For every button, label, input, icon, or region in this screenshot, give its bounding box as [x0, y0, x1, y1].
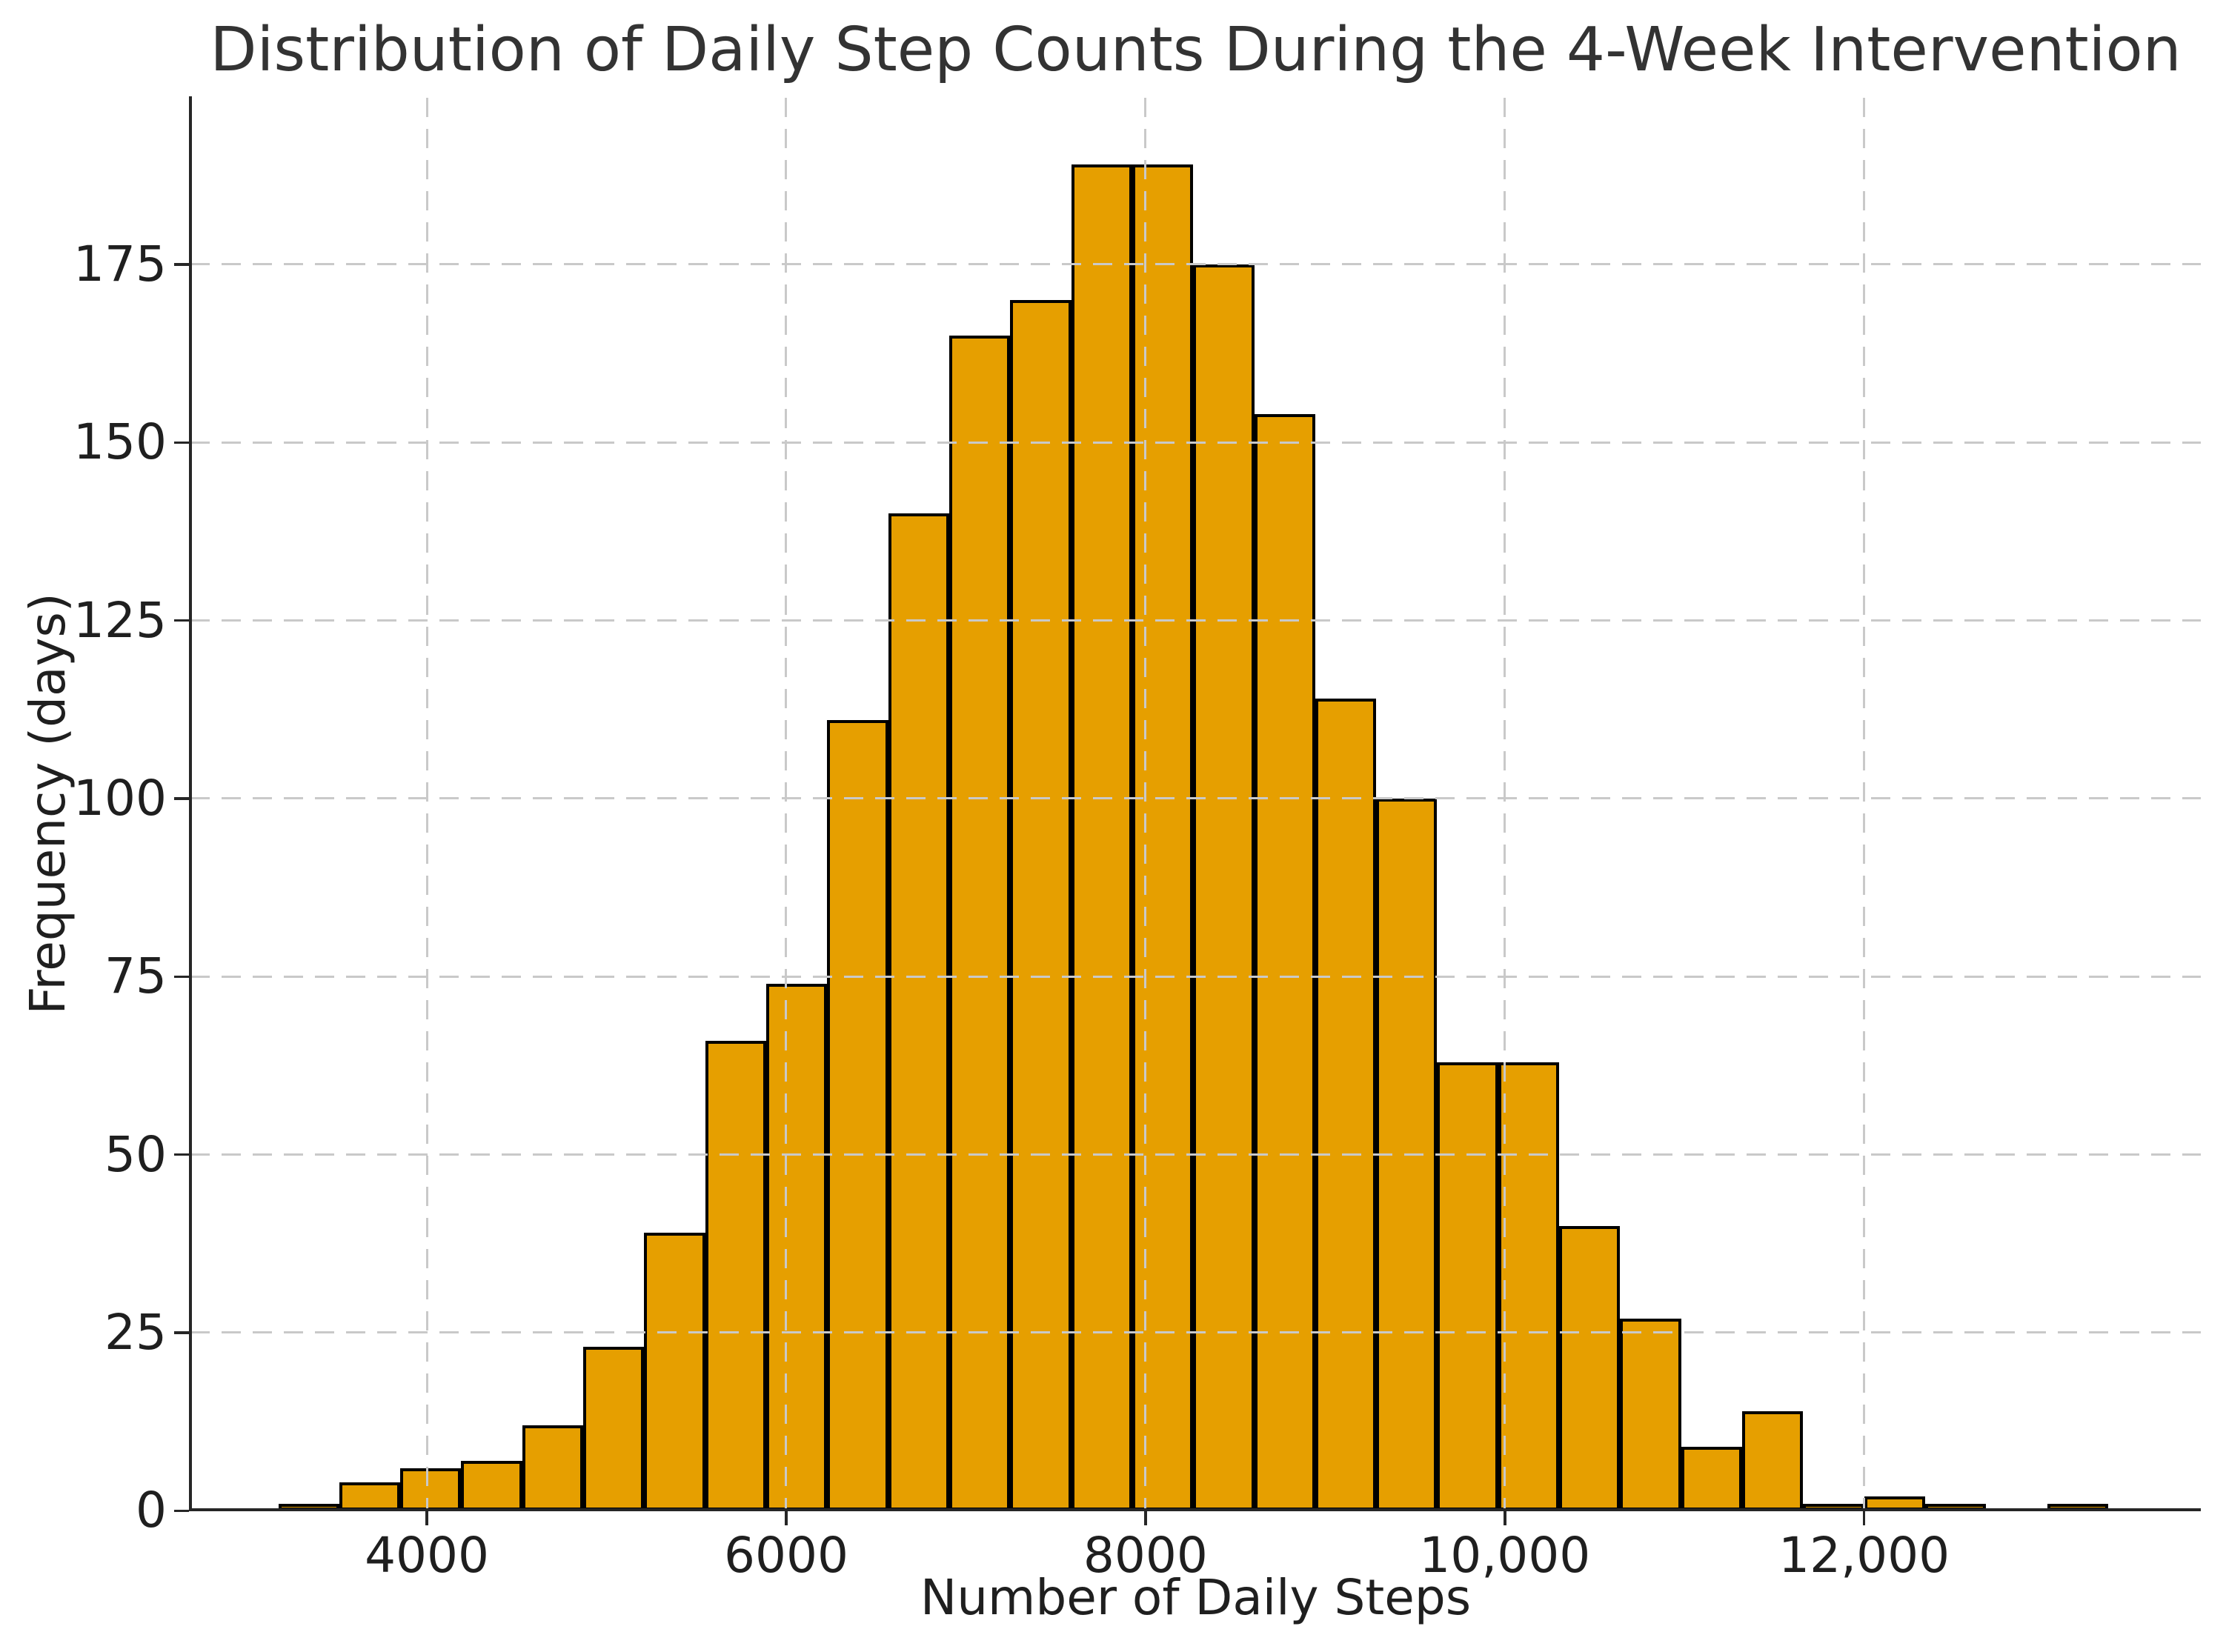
- histogram-bar: [1071, 164, 1132, 1511]
- histogram-bar: [1010, 300, 1072, 1511]
- x-tick-mark-8000: [1144, 1511, 1147, 1526]
- histogram-bar: [1864, 1496, 1925, 1511]
- y-tick-label-25: 25: [104, 1303, 167, 1361]
- x-tick-mark-6000: [785, 1511, 788, 1526]
- histogram-bar: [1803, 1503, 1864, 1511]
- histogram-bar: [1315, 699, 1377, 1511]
- histogram-bar: [400, 1468, 462, 1511]
- histogram-bar: [827, 720, 888, 1511]
- histogram-bar: [644, 1233, 705, 1511]
- histogram-bar: [1742, 1410, 1804, 1511]
- x-tick-label-12000: 12,000: [1778, 1527, 1950, 1585]
- histogram-bar: [1437, 1062, 1498, 1511]
- y-tick-mark-75: [174, 975, 189, 979]
- y-tick-mark-150: [174, 441, 189, 444]
- histogram-bar: [1132, 164, 1194, 1511]
- histogram-bar: [766, 983, 828, 1511]
- x-tick-mark-10000: [1504, 1511, 1506, 1526]
- histogram-bar: [2047, 1503, 2108, 1511]
- x-gridline-10000: [1504, 98, 1506, 1511]
- histogram-bar: [1559, 1225, 1621, 1511]
- y-tick-label-175: 175: [73, 235, 167, 293]
- y-tick-mark-50: [174, 1153, 189, 1156]
- y-gridline-175: [190, 263, 2201, 266]
- x-axis-label: Number of Daily Steps: [920, 1569, 1472, 1626]
- y-gridline-75: [190, 975, 2201, 978]
- y-tick-mark-100: [174, 797, 189, 800]
- x-tick-label-4000: 4000: [365, 1527, 490, 1585]
- x-tick-label-10000: 10,000: [1419, 1527, 1591, 1585]
- y-tick-label-50: 50: [104, 1125, 167, 1183]
- histogram-bar: [1924, 1503, 1987, 1511]
- histogram-bar: [948, 336, 1011, 1511]
- histogram-bar: [1681, 1446, 1742, 1511]
- x-tick-label-8000: 8000: [1083, 1527, 1208, 1585]
- y-gridline-25: [190, 1331, 2201, 1334]
- histogram-bar: [522, 1425, 584, 1511]
- y-gridline-150: [190, 441, 2201, 444]
- y-tick-label-150: 150: [73, 413, 167, 471]
- y-tick-label-0: 0: [136, 1482, 167, 1539]
- histogram-bar: [583, 1347, 645, 1511]
- x-tick-label-6000: 6000: [723, 1527, 848, 1585]
- chart-title: Distribution of Daily Step Counts During…: [210, 15, 2182, 85]
- x-tick-mark-4000: [425, 1511, 428, 1526]
- histogram-bar: [339, 1482, 401, 1511]
- histogram-bar: [461, 1461, 522, 1511]
- y-tick-mark-0: [174, 1509, 189, 1513]
- y-tick-mark-25: [174, 1331, 189, 1334]
- x-tick-mark-12000: [1862, 1511, 1866, 1526]
- histogram-bar: [1193, 264, 1255, 1511]
- histogram-bar: [705, 1040, 767, 1511]
- x-gridline-4000: [425, 98, 428, 1511]
- y-gridline-50: [190, 1153, 2201, 1156]
- y-tick-mark-175: [174, 263, 189, 266]
- x-gridline-6000: [785, 98, 788, 1511]
- y-gridline-100: [190, 797, 2201, 800]
- y-gridline-125: [190, 619, 2201, 622]
- histogram-bar: [1254, 413, 1315, 1511]
- x-gridline-8000: [1144, 98, 1147, 1511]
- histogram-bar: [1498, 1062, 1560, 1511]
- histogram-bar: [1620, 1318, 1681, 1511]
- y-tick-mark-125: [174, 619, 189, 622]
- x-gridline-12000: [1863, 98, 1866, 1511]
- histogram-bar: [888, 513, 949, 1511]
- y-tick-label-100: 100: [73, 769, 167, 827]
- y-tick-label-75: 75: [104, 947, 167, 1005]
- histogram-bar: [278, 1503, 339, 1511]
- y-tick-label-125: 125: [73, 591, 167, 649]
